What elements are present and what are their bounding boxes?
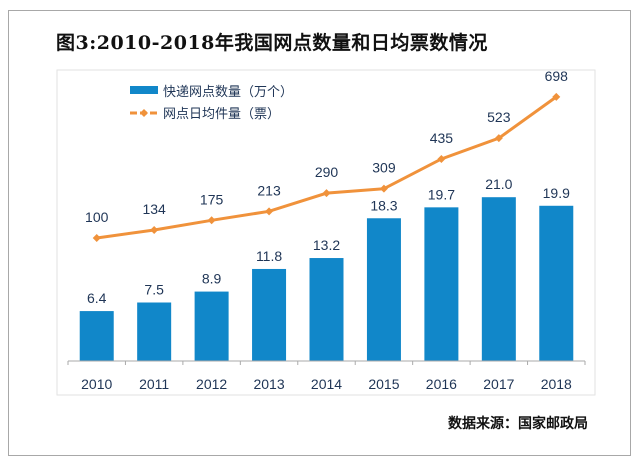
line-point (265, 207, 274, 216)
source-note: 数据来源：国家邮政局 (448, 416, 588, 432)
bar-data-label: 19.7 (428, 186, 455, 202)
bar-data-label: 11.8 (256, 248, 282, 264)
bar-data-label: 13.2 (313, 237, 340, 253)
line-point (552, 92, 561, 101)
line-point (322, 189, 331, 198)
line-data-label: 134 (142, 201, 166, 217)
x-tick-label: 2015 (368, 376, 399, 392)
x-tick-label: 2018 (541, 376, 572, 392)
bar-data-label: 18.3 (370, 197, 397, 213)
x-tick-label: 2017 (483, 376, 514, 392)
bar-data-label: 21.0 (485, 176, 512, 192)
legend-bar-swatch (130, 86, 158, 94)
line-data-label: 309 (372, 160, 396, 176)
legend-bar-label: 快递网点数量（万个） (163, 85, 293, 100)
x-tick-label: 2014 (311, 376, 342, 392)
legend-line-label: 网点日均件量（票） (163, 107, 280, 122)
chart-title: 图3:2010-2018年我国网点数量和日均票数情况 (56, 32, 488, 54)
line-data-label: 698 (545, 68, 569, 84)
line-data-label: 213 (257, 182, 281, 198)
bar-data-label: 7.5 (144, 282, 164, 298)
line-data-label: 523 (487, 109, 511, 125)
bar (309, 258, 344, 361)
x-tick-label: 2013 (253, 376, 284, 392)
bar (194, 291, 229, 361)
bar-data-label: 19.9 (543, 185, 570, 201)
line-point (437, 154, 446, 163)
line-point (92, 234, 101, 242)
line-data-label: 290 (315, 164, 339, 180)
line-data-label: 435 (430, 130, 454, 146)
x-tick-label: 2010 (81, 376, 112, 392)
bar-data-label: 8.9 (202, 271, 222, 287)
line-point (207, 216, 216, 225)
bar-data-label: 6.4 (87, 290, 107, 306)
line-point (150, 225, 159, 234)
x-tick-label: 2016 (426, 376, 457, 392)
bar (137, 302, 172, 361)
bar (539, 205, 574, 361)
line-point (379, 184, 388, 193)
legend-line-marker (140, 109, 148, 117)
line-data-label: 100 (85, 209, 109, 225)
bar (252, 268, 287, 361)
figure-frame (8, 10, 631, 456)
x-tick-label: 2012 (196, 376, 227, 392)
line-point (494, 134, 503, 143)
bar (424, 207, 459, 361)
bar (366, 218, 401, 361)
line-data-label: 175 (200, 191, 224, 207)
x-tick-label: 2011 (139, 376, 169, 392)
bar (79, 311, 114, 361)
bar (481, 197, 516, 361)
